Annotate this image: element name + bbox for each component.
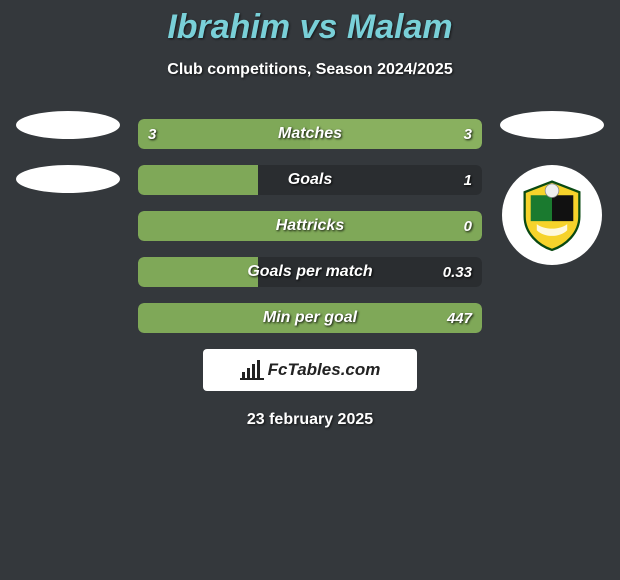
stat-row: Hattricks0 [138, 211, 482, 241]
stat-right-value: 447 [447, 303, 472, 333]
brand-text: FcTables.com [268, 360, 381, 380]
club-avatar-placeholder [16, 165, 120, 193]
player-avatar-placeholder [500, 111, 604, 139]
bar-chart-icon [240, 360, 264, 380]
stats-list: Matches3 3 Goals1 Hattricks0 Goals per match… [138, 119, 482, 333]
club-crest [502, 165, 602, 265]
stat-row: Matches3 3 [138, 119, 482, 149]
stat-right-value: 1 [464, 165, 472, 195]
stat-label: Matches [138, 119, 482, 149]
stat-label: Goals per match [138, 257, 482, 287]
subtitle: Club competitions, Season 2024/2025 [0, 61, 620, 79]
stat-label: Hattricks [138, 211, 482, 241]
stat-right-value: 0 [464, 211, 472, 241]
stat-left-value: 3 [148, 119, 156, 149]
stat-label: Min per goal [138, 303, 482, 333]
left-avatar-column [8, 111, 128, 219]
right-avatar-column [492, 111, 612, 265]
brand-badge[interactable]: FcTables.com [203, 349, 417, 391]
stat-row: Goals1 [138, 165, 482, 195]
stat-right-value: 0.33 [443, 257, 472, 287]
stat-row: Min per goal447 [138, 303, 482, 333]
shield-icon [514, 177, 590, 253]
page-title: Ibrahim vs Malam [0, 0, 620, 47]
stat-label: Goals [138, 165, 482, 195]
stat-row: Goals per match0.33 [138, 257, 482, 287]
stat-right-value: 3 [464, 119, 472, 149]
date-text: 23 february 2025 [0, 411, 620, 429]
player-avatar-placeholder [16, 111, 120, 139]
comparison-panel: Matches3 3 Goals1 Hattricks0 Goals per match… [0, 119, 620, 429]
